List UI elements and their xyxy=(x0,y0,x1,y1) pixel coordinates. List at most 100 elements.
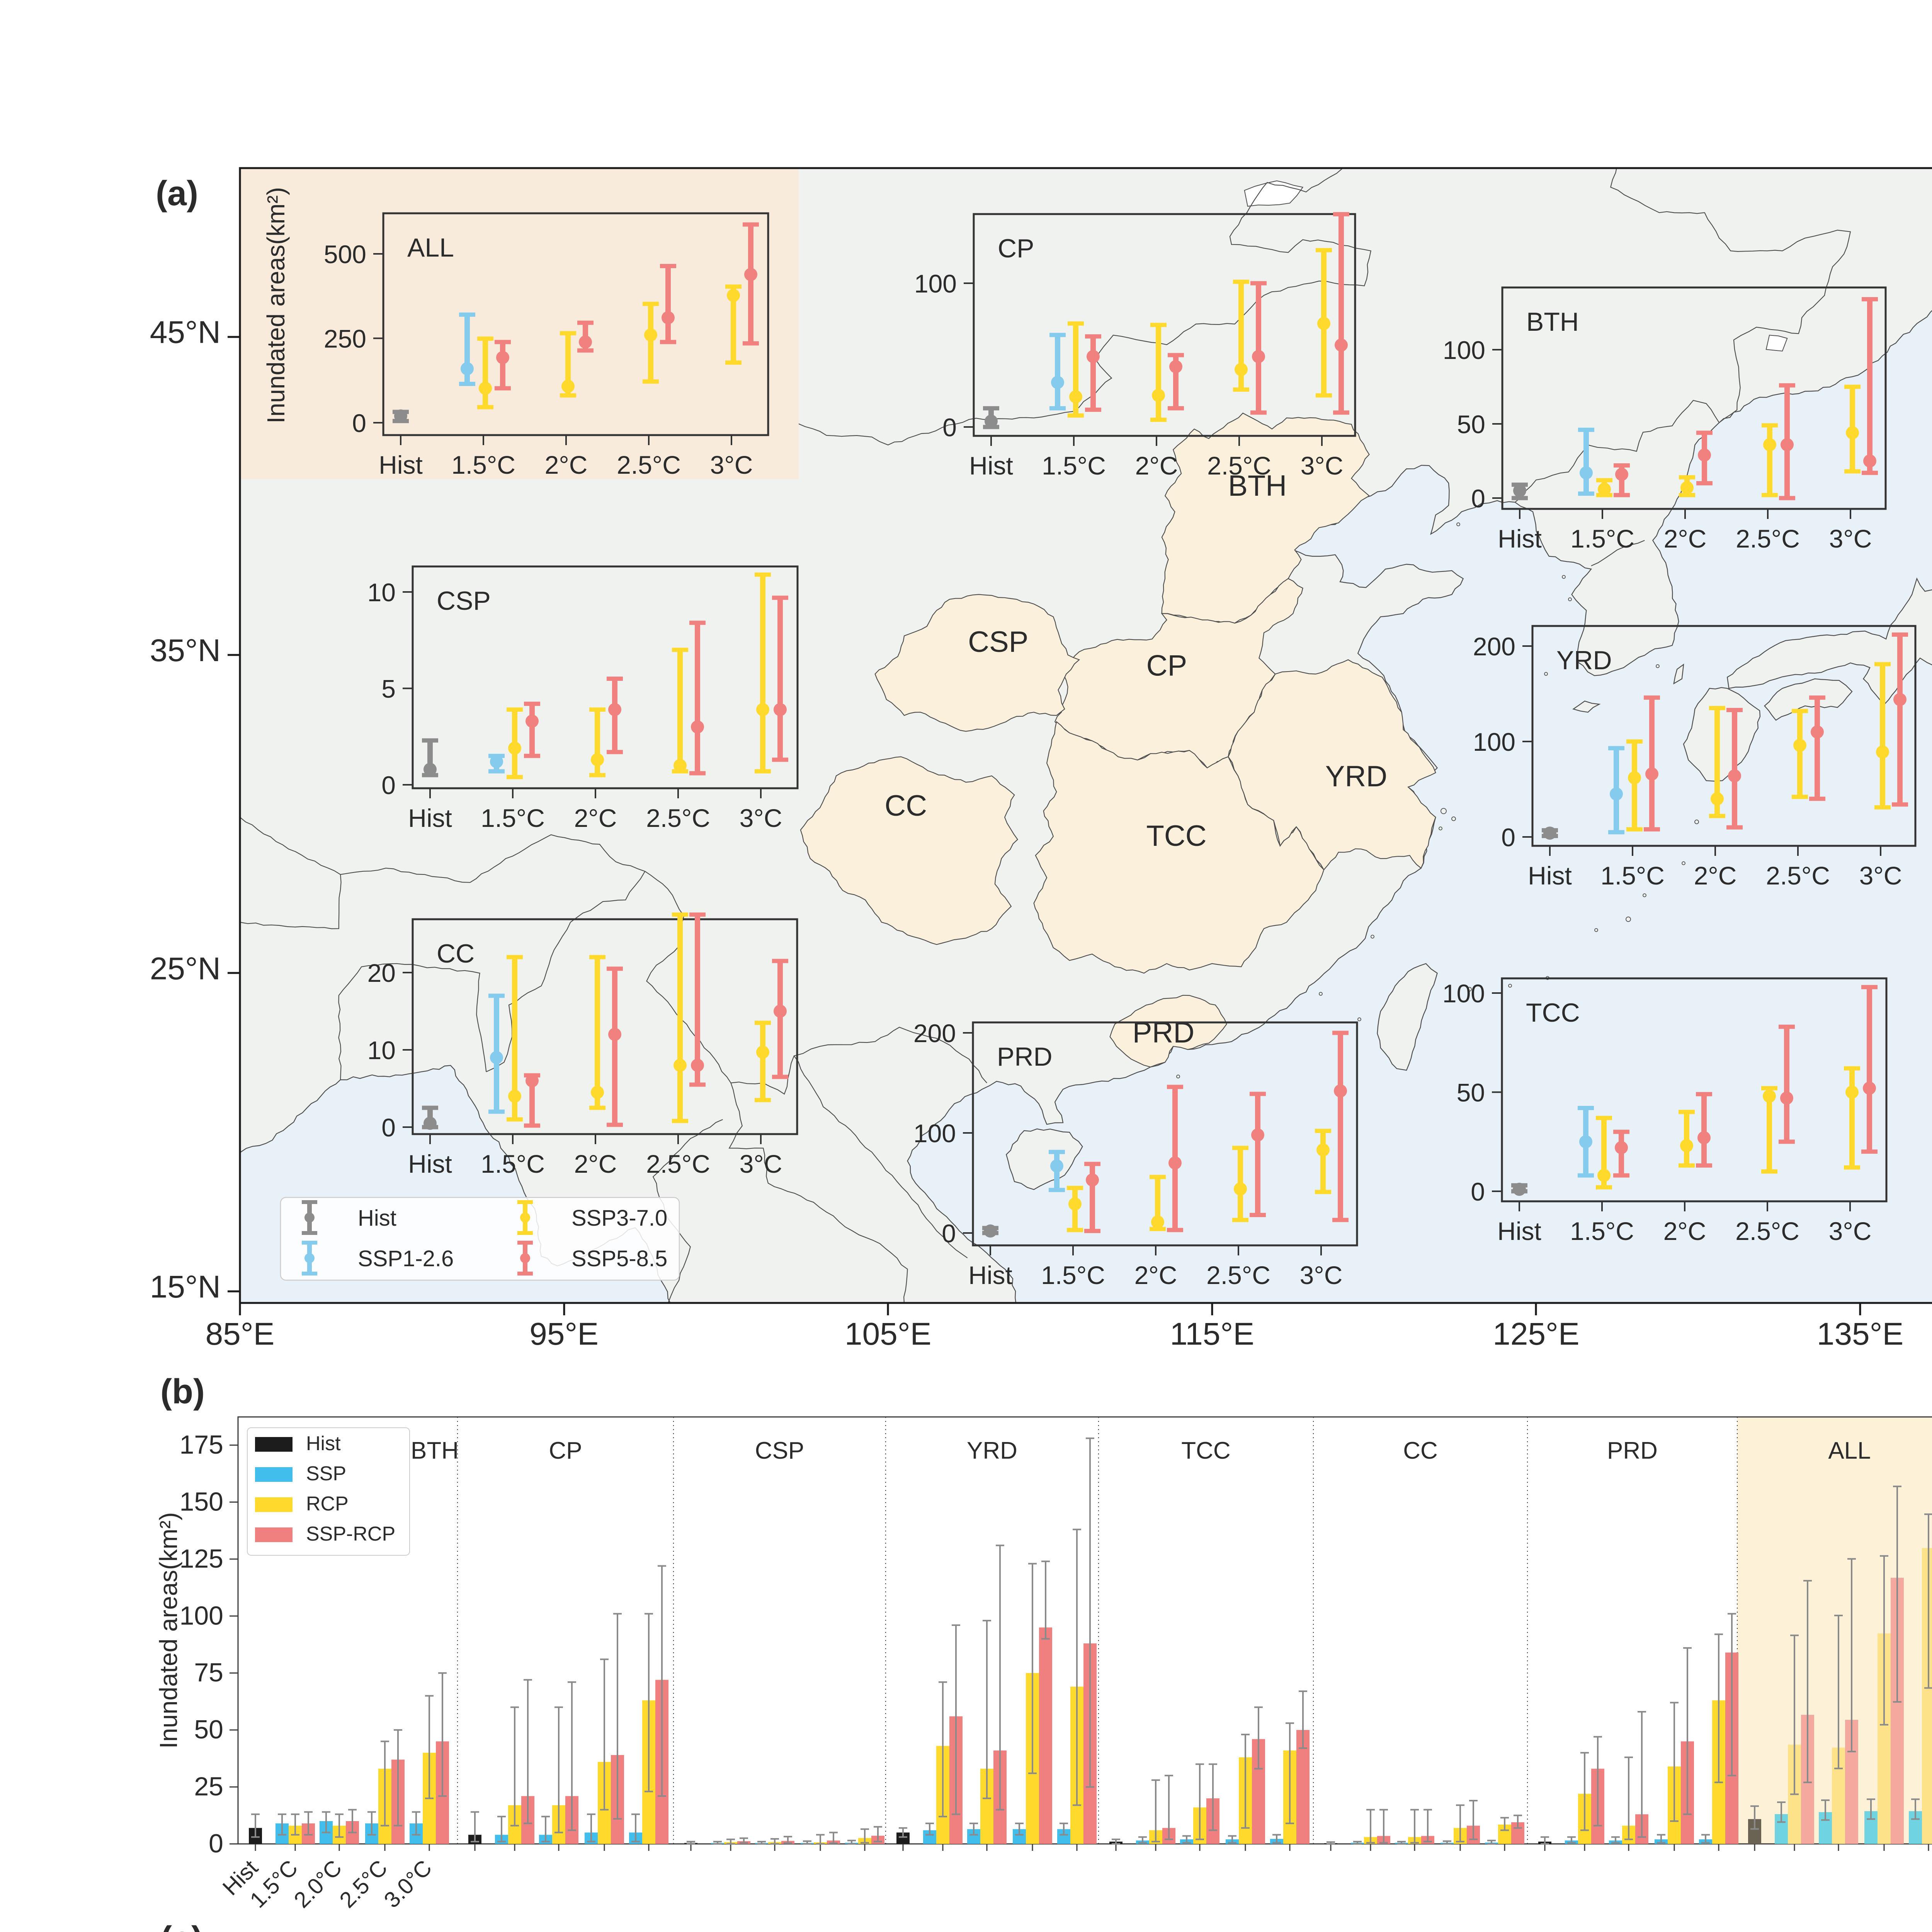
svg-text:100: 100 xyxy=(913,1119,956,1148)
svg-text:20: 20 xyxy=(367,959,396,987)
svg-text:(b): (b) xyxy=(160,1372,205,1411)
svg-text:1.5°C: 1.5°C xyxy=(1600,861,1665,890)
svg-text:1.5°C: 1.5°C xyxy=(1570,524,1634,553)
svg-text:PRD: PRD xyxy=(997,1042,1053,1071)
svg-text:SSP: SSP xyxy=(306,1463,346,1485)
svg-text:CSP: CSP xyxy=(755,1437,804,1464)
svg-text:2.5°C: 2.5°C xyxy=(1206,1261,1270,1289)
svg-text:Hist: Hist xyxy=(379,451,423,479)
svg-text:Hist: Hist xyxy=(408,804,452,832)
svg-text:1.5°C: 1.5°C xyxy=(481,1150,545,1178)
svg-text:Hist: Hist xyxy=(1528,861,1572,890)
svg-text:2°C: 2°C xyxy=(1134,1261,1177,1289)
svg-text:Hist: Hist xyxy=(968,1261,1012,1289)
svg-text:ALL: ALL xyxy=(407,233,454,262)
svg-text:2.5°C: 2.5°C xyxy=(1207,451,1271,480)
svg-text:0: 0 xyxy=(381,1113,396,1142)
svg-text:115°E: 115°E xyxy=(1170,1316,1254,1352)
svg-text:75: 75 xyxy=(194,1658,223,1687)
svg-text:100: 100 xyxy=(180,1601,223,1630)
svg-text:BTH: BTH xyxy=(1526,307,1579,337)
svg-text:45°N: 45°N xyxy=(150,315,221,350)
svg-text:0: 0 xyxy=(942,1219,956,1248)
svg-text:Hist: Hist xyxy=(1498,524,1542,553)
svg-text:35°N: 35°N xyxy=(150,633,221,668)
svg-text:Inundated areas(km²): Inundated areas(km²) xyxy=(155,1512,182,1749)
svg-text:2°C: 2°C xyxy=(1663,1217,1706,1245)
svg-text:2°C: 2°C xyxy=(574,804,617,832)
svg-text:3°C: 3°C xyxy=(1829,1217,1872,1245)
svg-text:CP: CP xyxy=(998,234,1034,263)
svg-text:ALL: ALL xyxy=(1828,1437,1871,1464)
svg-text:500: 500 xyxy=(324,240,366,269)
svg-text:2.5°C: 2.5°C xyxy=(646,1150,710,1178)
svg-text:SSP5-8.5: SSP5-8.5 xyxy=(571,1246,667,1271)
svg-text:0: 0 xyxy=(942,413,957,442)
svg-text:0: 0 xyxy=(381,771,396,799)
svg-text:SSP1-2.6: SSP1-2.6 xyxy=(358,1246,454,1271)
svg-text:2.5°C: 2.5°C xyxy=(617,451,681,479)
svg-text:100: 100 xyxy=(914,269,957,298)
svg-text:SSP-RCP: SSP-RCP xyxy=(306,1523,395,1545)
svg-text:Hist: Hist xyxy=(1497,1217,1541,1245)
svg-text:95°E: 95°E xyxy=(529,1316,599,1352)
svg-text:200: 200 xyxy=(1473,632,1515,661)
svg-text:YRD: YRD xyxy=(1556,646,1612,675)
svg-text:PRD: PRD xyxy=(1133,1016,1194,1049)
svg-text:0: 0 xyxy=(1471,1177,1485,1206)
svg-text:3°C: 3°C xyxy=(1829,524,1872,553)
svg-text:25°N: 25°N xyxy=(150,951,221,986)
svg-text:1.5°C: 1.5°C xyxy=(1570,1217,1634,1245)
svg-text:2.5°C: 2.5°C xyxy=(646,804,710,832)
svg-text:3°C: 3°C xyxy=(710,451,753,479)
svg-text:2°C: 2°C xyxy=(1664,524,1707,553)
svg-text:BTH: BTH xyxy=(411,1437,459,1464)
svg-text:0: 0 xyxy=(1471,484,1485,513)
svg-text:1.5°C: 1.5°C xyxy=(1042,451,1106,480)
svg-text:YRD: YRD xyxy=(1325,760,1387,793)
svg-text:200: 200 xyxy=(913,1019,956,1048)
svg-text:100: 100 xyxy=(1473,728,1515,756)
svg-text:3°C: 3°C xyxy=(740,1150,782,1178)
svg-text:RCP: RCP xyxy=(306,1493,349,1515)
svg-text:2°C: 2°C xyxy=(1135,451,1178,480)
svg-text:125°E: 125°E xyxy=(1493,1316,1579,1352)
svg-text:2°C: 2°C xyxy=(1694,861,1737,890)
svg-text:TCC: TCC xyxy=(1526,998,1580,1027)
svg-text:85°E: 85°E xyxy=(206,1316,275,1352)
svg-text:125: 125 xyxy=(180,1544,223,1573)
svg-text:CSP: CSP xyxy=(968,626,1028,658)
svg-text:50: 50 xyxy=(194,1715,223,1744)
svg-text:3°C: 3°C xyxy=(1300,1261,1343,1289)
svg-text:100: 100 xyxy=(1443,336,1485,364)
svg-text:SSP3-7.0: SSP3-7.0 xyxy=(571,1206,667,1231)
svg-text:10: 10 xyxy=(367,578,396,607)
svg-text:50: 50 xyxy=(1457,1078,1485,1107)
svg-text:2°C: 2°C xyxy=(574,1150,617,1178)
svg-text:CP: CP xyxy=(1146,650,1187,682)
svg-text:50: 50 xyxy=(1457,410,1485,439)
svg-text:(a): (a) xyxy=(156,174,198,213)
svg-text:3°C: 3°C xyxy=(1859,861,1902,890)
svg-text:1.5°C: 1.5°C xyxy=(451,451,515,479)
svg-text:150: 150 xyxy=(180,1487,223,1516)
svg-text:5: 5 xyxy=(381,675,396,703)
svg-text:Hist: Hist xyxy=(358,1206,396,1231)
svg-text:2.5°C: 2.5°C xyxy=(1766,861,1830,890)
svg-text:2.5°C: 2.5°C xyxy=(1736,524,1800,553)
svg-text:CC: CC xyxy=(1403,1437,1438,1464)
svg-text:3°C: 3°C xyxy=(1301,451,1344,480)
svg-text:TCC: TCC xyxy=(1146,820,1206,852)
svg-text:Hist: Hist xyxy=(306,1432,341,1455)
svg-text:175: 175 xyxy=(180,1430,223,1459)
svg-text:10: 10 xyxy=(367,1036,396,1065)
svg-text:Hist: Hist xyxy=(969,451,1013,480)
svg-text:15°N: 15°N xyxy=(150,1269,221,1304)
svg-text:2.5°C: 2.5°C xyxy=(1735,1217,1799,1245)
svg-text:TCC: TCC xyxy=(1181,1437,1230,1464)
svg-text:(c): (c) xyxy=(160,1920,203,1932)
svg-text:PRD: PRD xyxy=(1607,1437,1658,1464)
svg-text:Inundated areas(km²): Inundated areas(km²) xyxy=(262,187,290,423)
svg-text:105°E: 105°E xyxy=(845,1316,931,1352)
svg-text:2°C: 2°C xyxy=(545,451,588,479)
